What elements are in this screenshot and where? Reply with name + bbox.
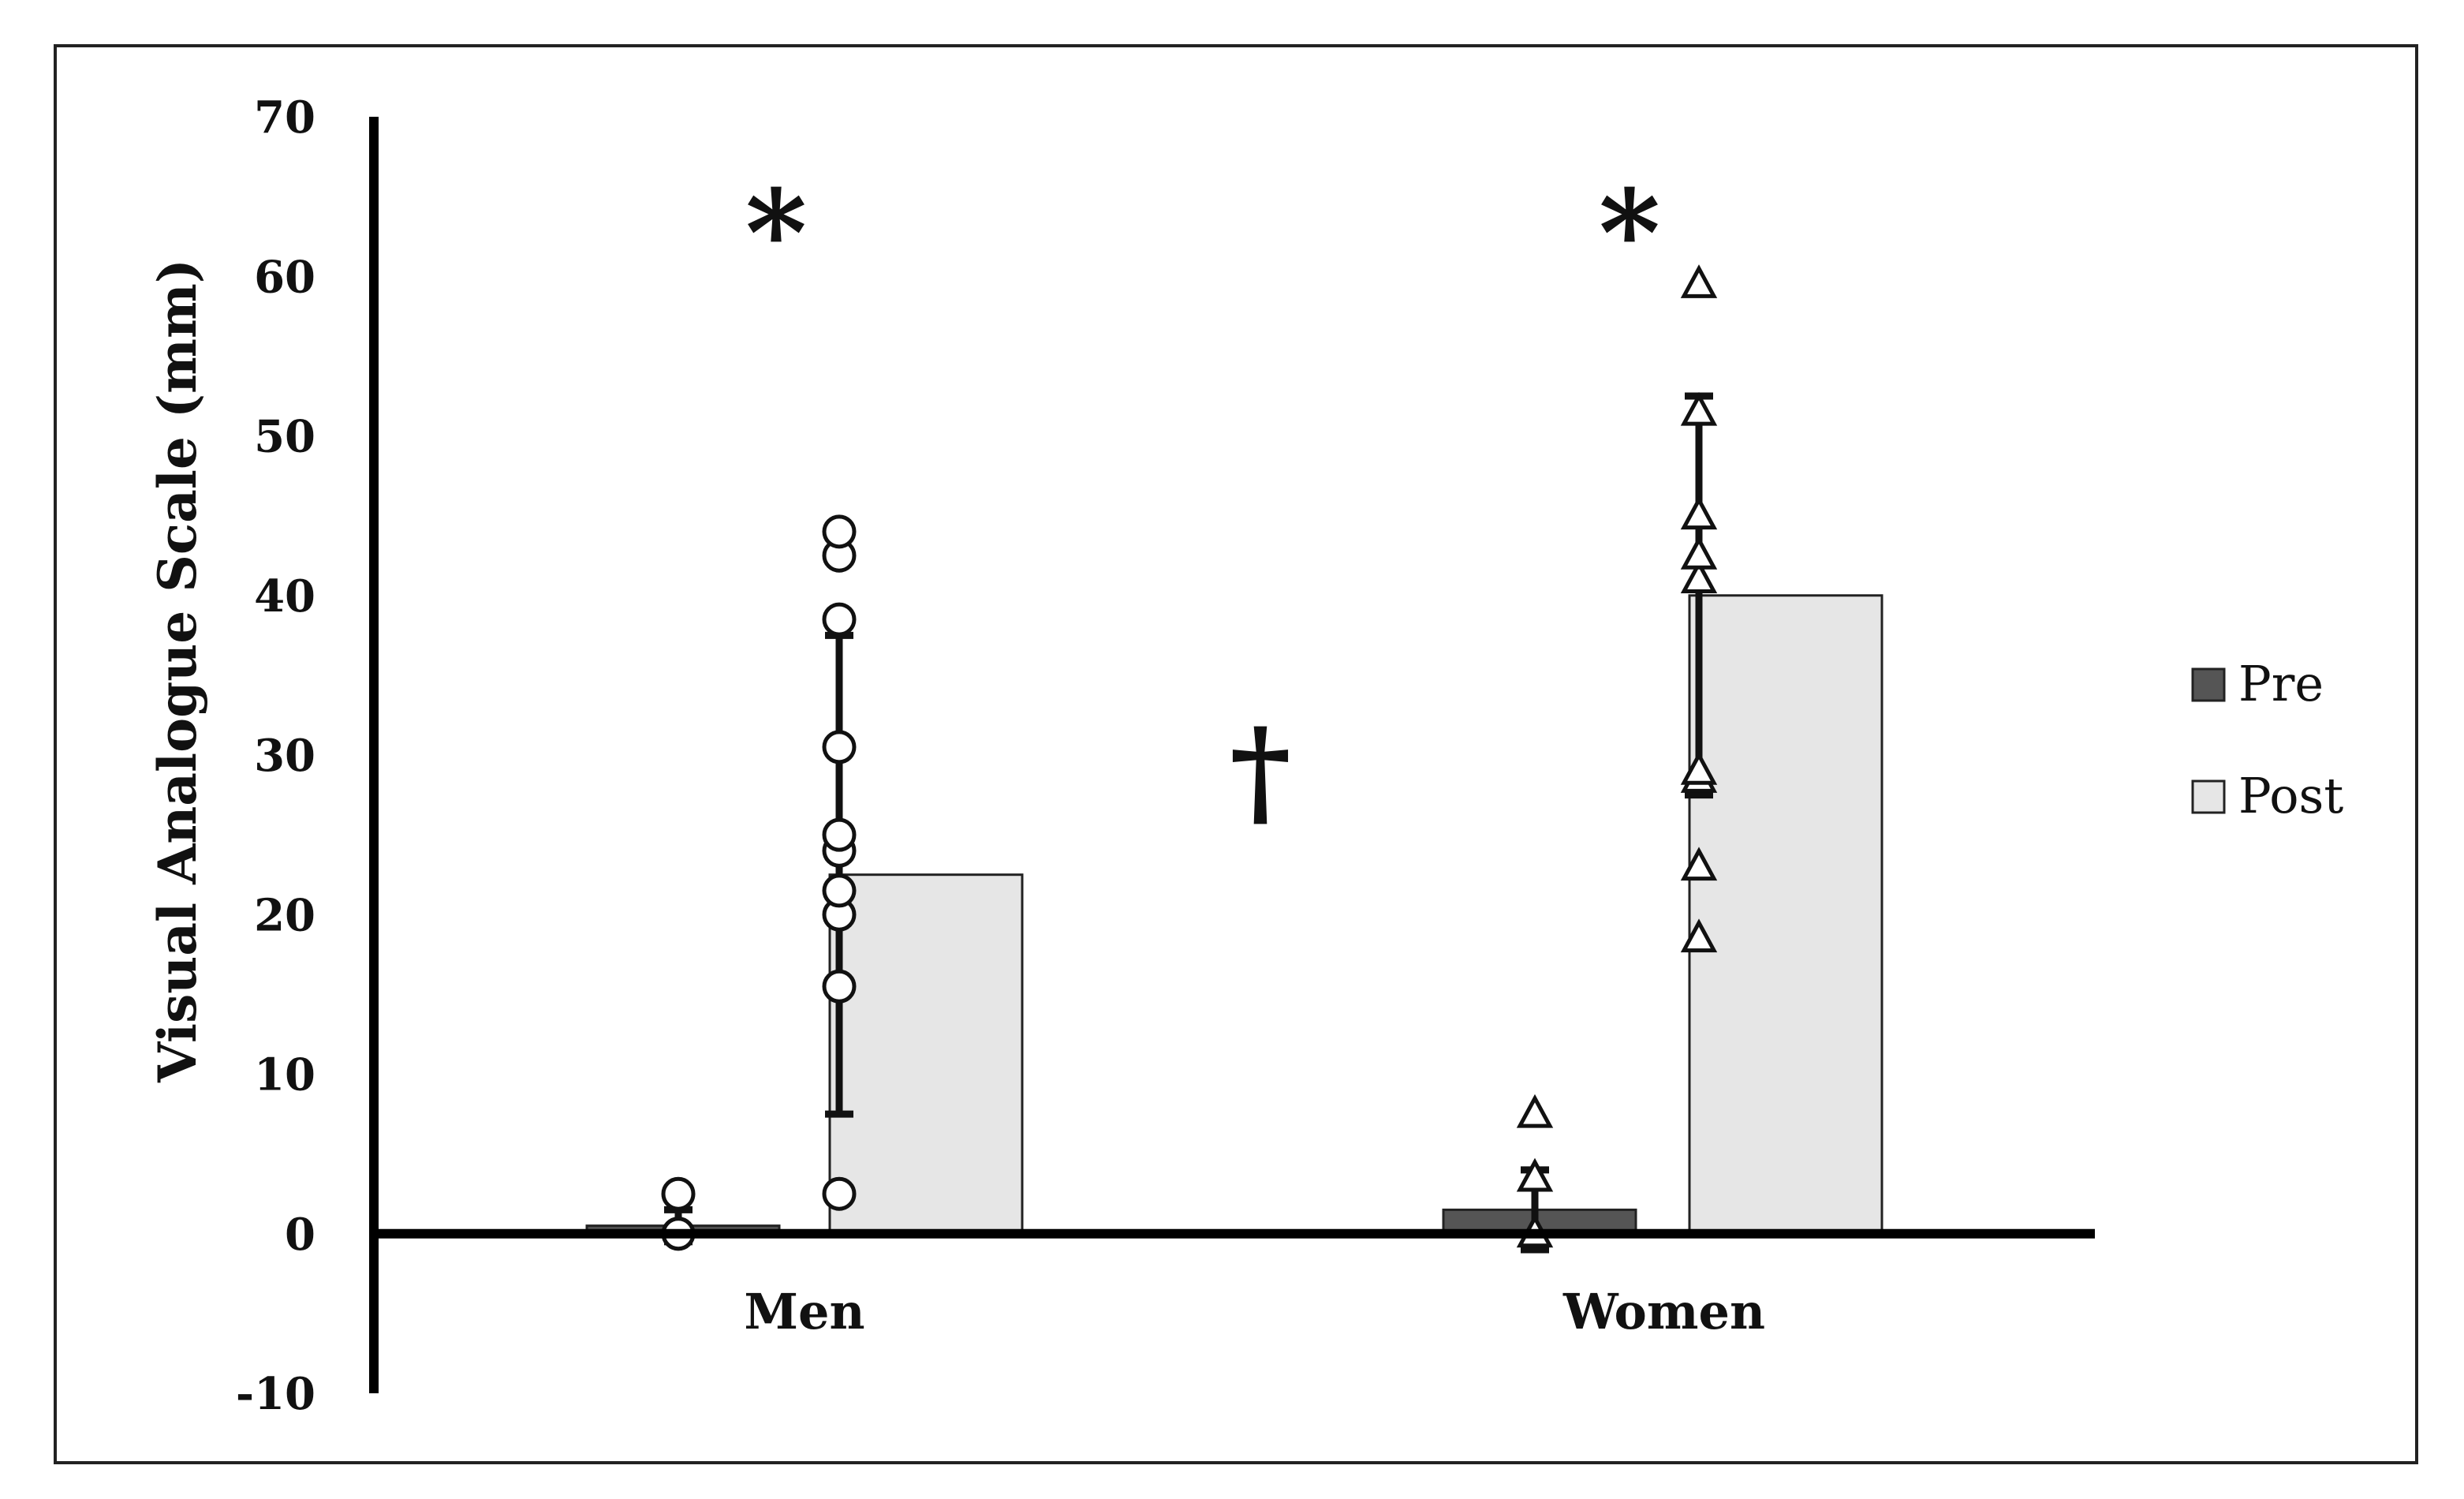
y-tick-labels: 70 60 50 40 30 20 10 0 -10 (236, 92, 315, 1420)
legend-swatch-pre (2191, 667, 2226, 702)
point-post-women-8 (1680, 264, 1718, 298)
point-post-women-1 (1680, 847, 1718, 881)
point-post-men-6 (822, 730, 857, 764)
y-tick-label-5: 20 (254, 889, 315, 941)
category-label-women: Women (1562, 1283, 1765, 1340)
error-bars (664, 392, 1713, 1254)
y-tick-label-6: 10 (254, 1049, 315, 1101)
y-tick-label-0: 70 (254, 92, 315, 144)
y-tick-label-7: 0 (285, 1209, 315, 1261)
point-post-women-3 (1680, 750, 1718, 785)
point-post-women-4 (1680, 559, 1718, 594)
y-tick-label-4: 30 (254, 730, 315, 782)
y-axis-label: Visual Analogue Scale (mm) (147, 259, 208, 1083)
significance-star-men: * (745, 164, 807, 303)
point-post-women-5 (1680, 535, 1718, 570)
category-label-men: Men (744, 1283, 864, 1340)
point-post-men-7 (822, 602, 857, 637)
point-post-men-0 (822, 1176, 857, 1211)
y-tick-label-3: 40 (254, 570, 315, 622)
individual-points (661, 264, 1718, 1251)
point-pre-women-1 (1516, 1157, 1554, 1192)
y-tick-label-8: -10 (236, 1368, 315, 1420)
bars (585, 594, 1883, 1235)
dagger-symbol: † (1230, 702, 1291, 841)
point-pre-women-2 (1516, 1093, 1554, 1128)
bar-post-women (1688, 594, 1883, 1235)
point-post-men-3 (822, 873, 857, 908)
legend-label-pre: Pre (2238, 655, 2324, 712)
legend: Pre Post (2191, 655, 2343, 824)
point-post-men-5 (822, 817, 857, 852)
category-labels: Men Women (744, 1283, 1765, 1340)
point-post-men-9 (822, 514, 857, 549)
point-post-women-6 (1680, 495, 1718, 530)
point-post-women-7 (1680, 391, 1718, 426)
point-pre-men-2 (661, 1176, 696, 1211)
figure-frame (54, 44, 2418, 1464)
bar-post-men (828, 873, 1024, 1235)
legend-label-post: Post (2238, 767, 2343, 824)
y-tick-label-1: 60 (254, 251, 315, 303)
point-post-men-1 (822, 969, 857, 1004)
significance-star-women: * (1599, 164, 1660, 303)
y-tick-label-2: 50 (254, 411, 315, 463)
point-post-women-0 (1680, 918, 1718, 953)
legend-swatch-post (2191, 779, 2226, 814)
